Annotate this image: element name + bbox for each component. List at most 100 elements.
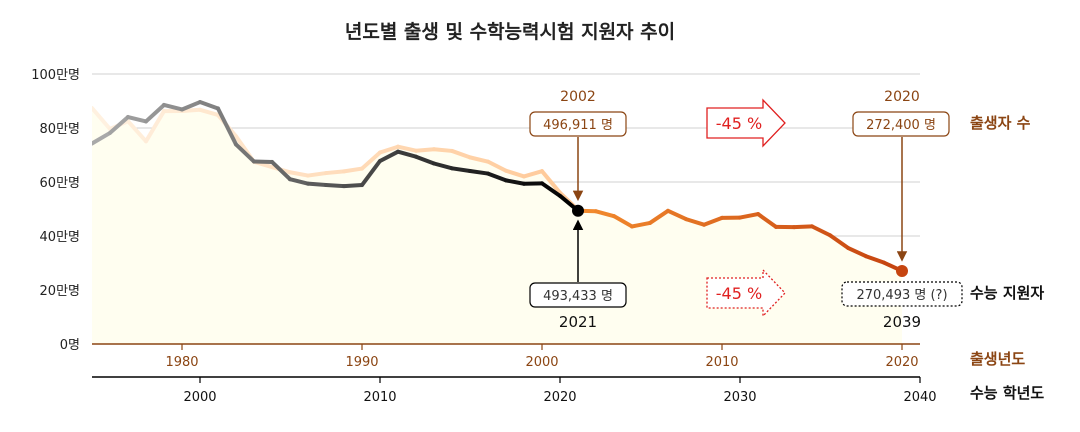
projection-line-segment <box>666 208 688 222</box>
applicants-line-segment <box>198 100 220 111</box>
y-tick-label: 60만명 <box>40 176 80 191</box>
exam-2039-value-text: 270,493 명 (?) <box>856 288 947 303</box>
exam-2021-value-box <box>529 282 627 308</box>
applicants-line-segment <box>126 115 148 124</box>
applicants-line-segment <box>216 106 238 147</box>
y-tick-label: 100만명 <box>31 68 80 83</box>
y-tick-label: 20만명 <box>40 284 80 299</box>
applicants-line-segment <box>540 181 562 198</box>
exam-2021-value-text: 493,433 명 <box>543 289 613 304</box>
births-line-segment <box>198 107 220 117</box>
births-line-segment <box>342 166 364 174</box>
projection-line-segment <box>792 224 814 230</box>
applicants-series-label: 수능 지원자 <box>970 284 1044 302</box>
applicants-line-segment <box>360 158 382 188</box>
applicants-line-segment <box>108 115 130 135</box>
births-line-segment <box>396 144 418 153</box>
applicants-line-segment <box>504 178 526 186</box>
applicants-line-segment <box>468 169 490 176</box>
birth-2020-year-label: 2020 <box>884 89 920 105</box>
projection-line-segment <box>702 215 724 227</box>
chart-title: 년도별 출생 및 수학능력시험 지원자 추이 <box>345 21 675 43</box>
births-line-segment <box>360 150 382 171</box>
series-lines <box>92 100 908 277</box>
births-line-segment <box>486 159 508 173</box>
exam-drop-arrow-shape <box>706 268 786 318</box>
birth-2020-value-text: 272,400 명 <box>866 118 936 133</box>
exam-axis-tick-label: 2030 <box>723 390 756 405</box>
exam-axis-label: 수능 학년도 <box>970 384 1044 402</box>
applicants-line-segment <box>432 161 454 171</box>
projection-line-segment <box>810 224 832 238</box>
x-axes: 1980 1990 2000 2010 2020 2000 2010 2020 2030 2040 <box>92 343 937 405</box>
applicants-line-segment <box>234 142 256 164</box>
births-line-segment <box>432 147 454 153</box>
births-line-segment <box>468 155 490 164</box>
y-tick-label: 0명 <box>60 338 80 353</box>
applicants-line-segment <box>396 149 418 159</box>
projection-line-segment <box>756 212 778 229</box>
y-tick-label: 80만명 <box>40 122 80 137</box>
exam-axis-tick-label: 2020 <box>543 390 576 405</box>
births-line-segment <box>522 169 544 179</box>
birth-axis-tick-label: 1980 <box>165 355 198 370</box>
births-line-segment <box>324 169 346 176</box>
projection-line-segment <box>648 208 670 225</box>
birth-2002-year-label: 2002 <box>560 89 596 105</box>
births-line-segment <box>288 170 310 178</box>
exam-axis-tick-label: 2040 <box>903 390 936 405</box>
births-line-segment <box>92 106 112 131</box>
projection-2039-point <box>896 264 908 277</box>
projection-line-segment <box>594 209 616 219</box>
applicants-line-segment <box>288 177 310 186</box>
birth-axis-tick-label: 1990 <box>345 355 378 370</box>
births-area <box>92 108 902 344</box>
births-line-segment <box>504 168 526 179</box>
applicants-line-segment <box>306 181 328 187</box>
births-line-segment <box>450 148 472 160</box>
birth-axis-tick-label: 2010 <box>705 355 738 370</box>
exam-2021-year-label: 2021 <box>559 313 597 331</box>
exam-2039-year-label: 2039 <box>883 313 921 331</box>
birth-2002-value-box <box>529 111 627 137</box>
projection-line-segment <box>684 217 706 227</box>
applicants-line-segment <box>180 100 202 112</box>
births-line-segment <box>540 169 562 195</box>
birth-drop-arrow-shape <box>706 98 786 148</box>
exam-axis-tick-label: 2010 <box>363 390 396 405</box>
birth-2020-value-box <box>852 111 950 137</box>
y-tick-label: 40만명 <box>40 230 80 245</box>
projection-line-segment <box>846 245 868 259</box>
applicants-line-segment <box>486 171 508 183</box>
projection-line-segment <box>738 212 760 220</box>
births-line-segment <box>180 107 202 114</box>
exam-axis-tick-label: 2000 <box>183 390 216 405</box>
exam-2039-value-box <box>841 281 963 307</box>
projection-line-segment <box>828 233 850 250</box>
births-fill <box>92 108 902 344</box>
applicants-line-segment <box>450 166 472 174</box>
projection-line-segment <box>630 220 652 229</box>
births-line-segment <box>144 109 166 144</box>
applicants-line-segment <box>324 182 346 189</box>
annotations: 2002 496,911 명 2020 272,400 명 493,433 명 2021 2… <box>529 89 963 331</box>
y-tick-labels: 0명 20만명 40만명 60만명 80만명 100만명 <box>31 68 80 353</box>
projection-line-segment <box>864 254 886 265</box>
births-series-label: 출생자 수 <box>970 114 1031 132</box>
birth-drop-arrow-text: -45 % <box>716 114 762 133</box>
applicants-line-segment <box>414 154 436 166</box>
birth-axis-tick-label: 2020 <box>885 355 918 370</box>
births-line-segment <box>378 144 400 155</box>
applicants-line-segment <box>378 149 400 163</box>
applicants-line-segment <box>92 130 112 146</box>
birth-axis-tick-label: 2000 <box>525 355 558 370</box>
projection-line-segment <box>612 214 634 229</box>
exam-drop-arrow-text: -45 % <box>716 284 762 303</box>
birth-axis-label: 출생년도 <box>970 350 1025 368</box>
births-line-segment <box>306 171 328 178</box>
applicants-line-segment <box>144 102 166 124</box>
applicants-line-segment <box>270 159 292 182</box>
births-line-segment <box>414 147 436 153</box>
applicants-2021-point <box>572 204 584 217</box>
